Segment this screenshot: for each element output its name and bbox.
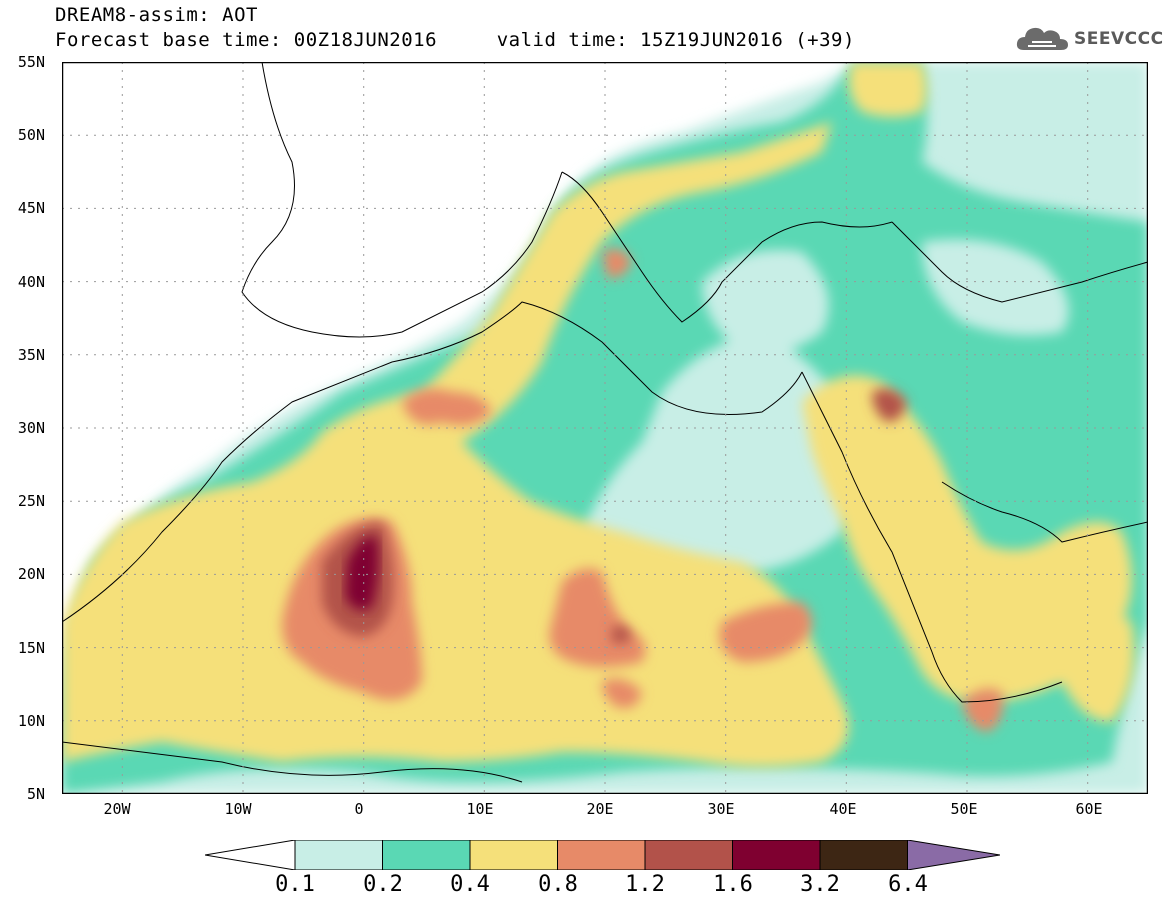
aot-map (62, 62, 1148, 794)
lon-label: 20W (103, 800, 131, 818)
forecast-time-line: Forecast base time: 00Z18JUN2016 valid t… (55, 29, 855, 51)
lon-label: 60E (1075, 800, 1103, 818)
lat-label: 10N (17, 712, 45, 730)
aot-contour-0.4 (62, 62, 1135, 767)
coastlines (62, 62, 1148, 783)
colorbar-label: 0.8 (538, 872, 578, 897)
lat-label: 15N (17, 639, 45, 657)
colorbar-segment-above-6.4 (907, 840, 1000, 870)
lat-label: 20N (17, 565, 45, 583)
lat-label: 25N (17, 492, 45, 510)
colorbar-label: 6.4 (888, 872, 928, 897)
lat-label: 45N (17, 199, 45, 217)
lon-label: 10E (466, 800, 494, 818)
lon-label: 20E (586, 800, 614, 818)
aot-contour-1.6 (345, 536, 379, 611)
lat-label: 5N (26, 785, 45, 803)
lon-label: 50E (950, 800, 978, 818)
colorbar-label: 1.2 (625, 872, 665, 897)
lon-label: 0 (354, 800, 364, 818)
colorbar-label: 1.6 (713, 872, 753, 897)
map-border (62, 62, 1148, 794)
colorbar-label: 3.2 (800, 872, 840, 897)
seevccc-logo: SEEVCCC (1016, 22, 1164, 56)
colorbar-segment-0.1 (294, 840, 383, 870)
colorbar-segment-3.2 (819, 840, 908, 870)
colorbar-label: 0.1 (275, 872, 315, 897)
map-title: DREAM8-assim: AOT (55, 4, 258, 26)
lon-label: 40E (829, 800, 857, 818)
cloud-icon (1016, 27, 1068, 50)
lat-label: 55N (17, 53, 45, 71)
lat-label: 40N (17, 273, 45, 291)
colorbar-label: 0.2 (363, 872, 403, 897)
colorbar-segment-0.8 (557, 840, 646, 870)
colorbar-segment-1.6 (732, 840, 821, 870)
colorbar (205, 840, 1000, 870)
logo-text: SEEVCCC (1074, 29, 1164, 49)
colorbar-label: 0.4 (450, 872, 490, 897)
colorbar-segment-below-0.1 (205, 840, 296, 870)
graticule (62, 62, 1148, 794)
colorbar-segment-1.2 (644, 840, 733, 870)
colorbar-segment-0.4 (469, 840, 558, 870)
lon-label: 10W (224, 800, 252, 818)
lon-label: 30E (707, 800, 735, 818)
lat-label: 35N (17, 346, 45, 364)
lat-label: 30N (17, 419, 45, 437)
lat-label: 50N (17, 126, 45, 144)
colorbar-segment-0.2 (382, 840, 471, 870)
